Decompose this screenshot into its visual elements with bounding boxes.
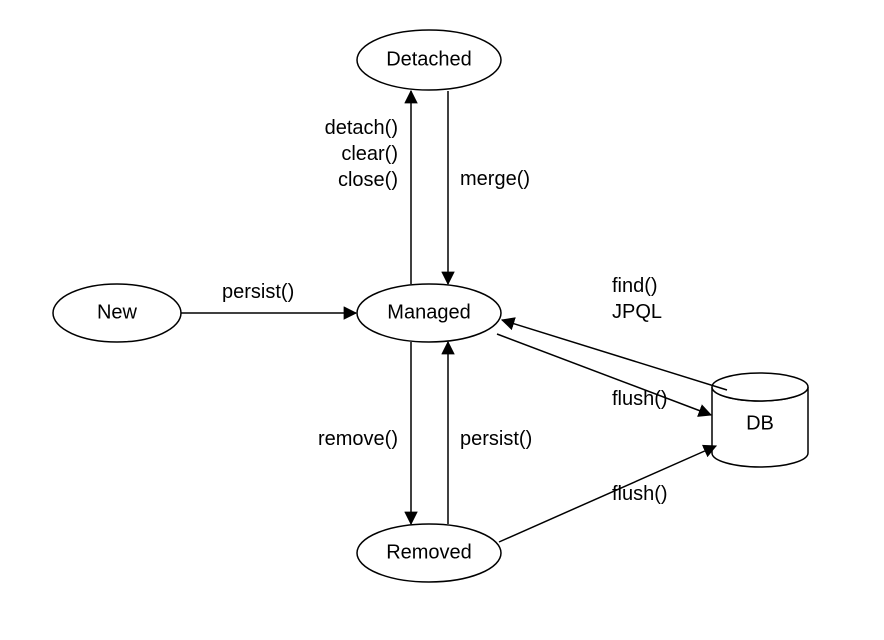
- node-detached-label: Detached: [386, 48, 472, 70]
- edge-removed-to-db-line: [499, 446, 716, 542]
- node-new-label: New: [97, 301, 138, 323]
- edge-managed-to-detached: detach()clear()close(): [325, 91, 411, 284]
- edge-db-to-managed-label: find()JPQL: [612, 275, 662, 323]
- node-db-top: [712, 373, 808, 401]
- edge-db-to-managed: find()JPQL: [502, 275, 727, 390]
- edge-detached-to-managed-label: merge(): [460, 168, 530, 190]
- state-diagram: New Detached Managed Removed DB persist(…: [0, 0, 884, 640]
- edge-removed-to-db-label: flush(): [612, 483, 668, 505]
- edge-managed-to-detached-label: detach()clear()close(): [325, 117, 398, 191]
- node-removed-label: Removed: [386, 541, 472, 563]
- node-managed-label: Managed: [387, 301, 470, 323]
- edge-managed-to-removed: remove(): [318, 342, 411, 524]
- node-new: New: [53, 284, 181, 342]
- node-db-label: DB: [746, 412, 774, 434]
- node-managed: Managed: [357, 284, 501, 342]
- edge-new-to-managed: persist(): [181, 281, 356, 313]
- node-db: DB: [712, 373, 808, 467]
- edge-new-to-managed-label: persist(): [222, 281, 294, 303]
- edge-db-to-managed-line: [502, 320, 727, 390]
- edge-removed-to-managed-label: persist(): [460, 428, 532, 450]
- edge-managed-to-db-label: flush(): [612, 388, 668, 410]
- edge-detached-to-managed: merge(): [448, 91, 530, 284]
- node-removed: Removed: [357, 524, 501, 582]
- edge-managed-to-removed-label: remove(): [318, 428, 398, 450]
- node-detached: Detached: [357, 30, 501, 90]
- edge-removed-to-db: flush(): [499, 446, 716, 542]
- edge-removed-to-managed: persist(): [448, 342, 532, 524]
